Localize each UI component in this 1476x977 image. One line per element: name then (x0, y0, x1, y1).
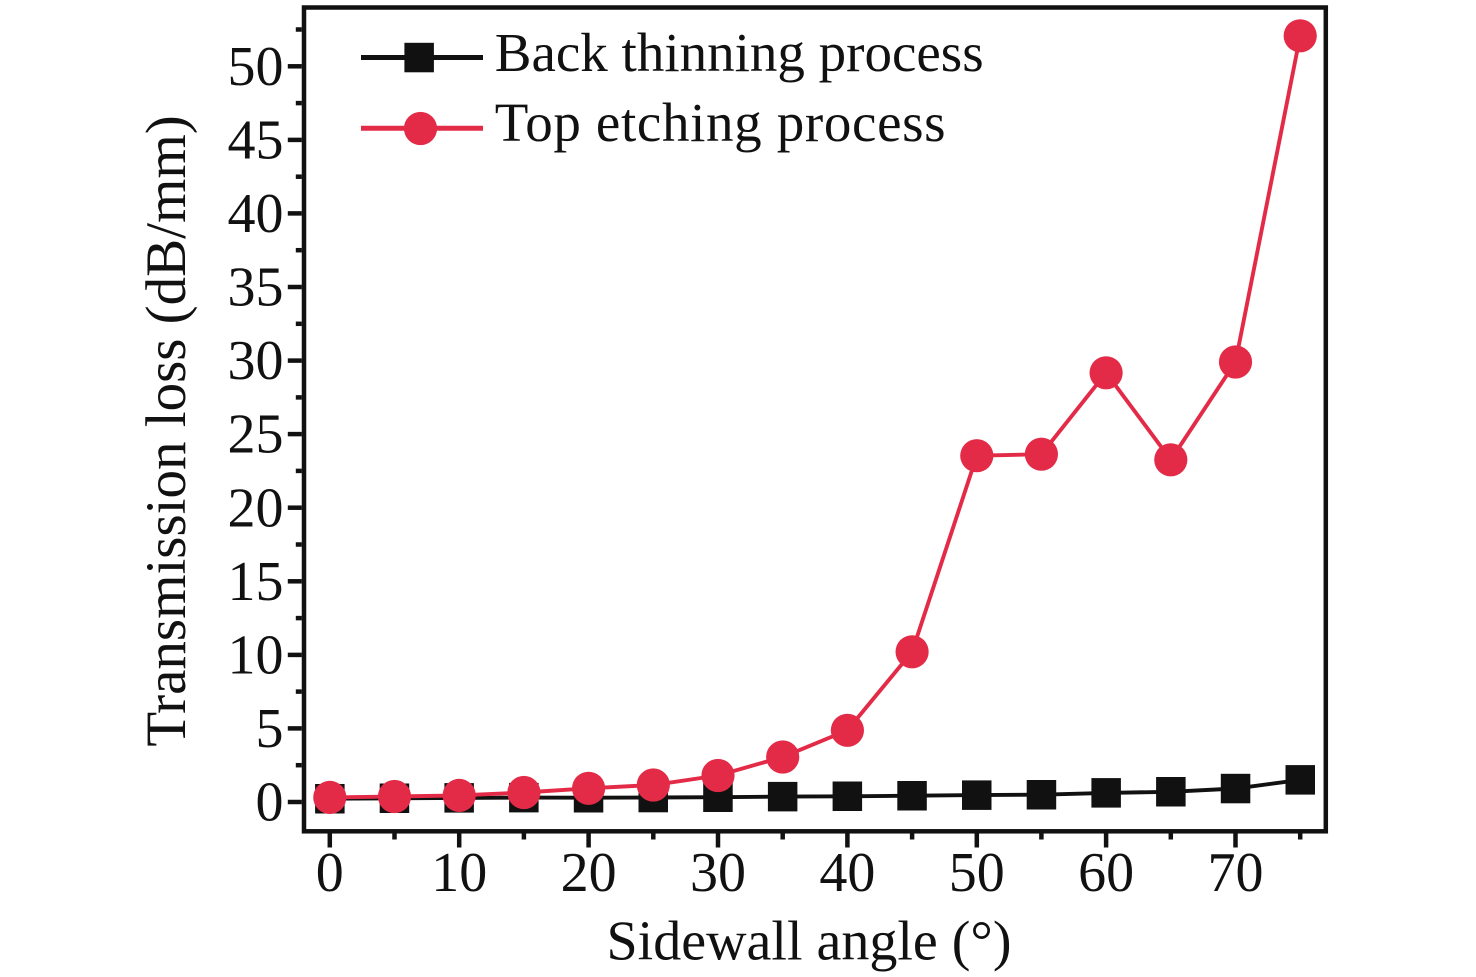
svg-text:Top etching process: Top etching process (495, 92, 946, 153)
svg-text:40: 40 (228, 183, 284, 245)
svg-text:10: 10 (228, 624, 284, 686)
svg-text:Back thinning process: Back thinning process (495, 22, 984, 83)
svg-text:30: 30 (690, 842, 746, 904)
svg-text:20: 20 (228, 477, 284, 539)
svg-text:0: 0 (256, 772, 284, 834)
svg-text:15: 15 (228, 551, 284, 613)
svg-text:20: 20 (561, 842, 617, 904)
svg-text:50: 50 (228, 36, 284, 98)
svg-text:5: 5 (256, 698, 284, 760)
svg-text:0: 0 (316, 842, 344, 904)
svg-text:10: 10 (431, 842, 487, 904)
svg-text:40: 40 (819, 842, 875, 904)
svg-text:70: 70 (1208, 842, 1264, 904)
svg-text:60: 60 (1078, 842, 1134, 904)
svg-text:50: 50 (949, 842, 1005, 904)
svg-text:25: 25 (228, 404, 284, 466)
svg-text:Sidewall angle (°): Sidewall angle (°) (607, 911, 1012, 973)
svg-text:Transmission loss (dB/mm): Transmission loss (dB/mm) (135, 115, 198, 746)
svg-text:30: 30 (228, 330, 284, 392)
svg-text:45: 45 (228, 109, 284, 171)
svg-text:35: 35 (228, 257, 284, 319)
